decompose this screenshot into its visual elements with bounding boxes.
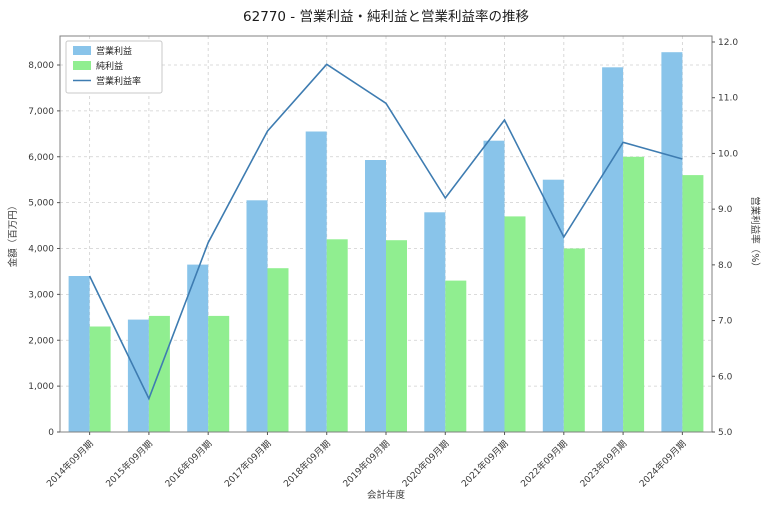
bar [424, 212, 446, 432]
left-tick-label: 7,000 [28, 107, 54, 117]
bar [445, 280, 467, 432]
bar [682, 175, 704, 432]
right-axis-label: 営業利益率（%） [749, 196, 761, 272]
bar [602, 67, 624, 433]
legend-swatch [73, 61, 91, 70]
x-tick-label: 2019年09月期 [340, 438, 392, 490]
x-tick-label: 2020年09月期 [400, 438, 452, 490]
x-tick-label: 2018年09月期 [281, 438, 333, 490]
bar [68, 276, 90, 432]
bar [305, 131, 327, 432]
bar [267, 268, 289, 432]
x-tick-label: 2016年09月期 [162, 438, 214, 490]
bar [326, 239, 348, 432]
x-tick-label: 2017年09月期 [222, 438, 274, 490]
axis-ticks [57, 41, 715, 435]
bar [661, 52, 683, 432]
left-axis-label: 金額（百万円） [7, 201, 19, 268]
x-tick-label: 2014年09月期 [44, 438, 96, 490]
left-tick-label: 2,000 [28, 336, 54, 346]
bars-net-profit [89, 156, 704, 433]
bar [187, 264, 209, 432]
bar [246, 200, 268, 432]
x-tick-label: 2022年09月期 [518, 438, 570, 490]
bar [365, 160, 386, 432]
right-tick-label: 11.0 [718, 94, 738, 104]
bar [563, 248, 585, 432]
x-tick-label: 2023年09月期 [577, 438, 629, 490]
left-tick-label: 8,000 [28, 61, 54, 71]
operating-margin-line [88, 63, 683, 401]
legend-swatch [73, 46, 91, 55]
legend-label: 純利益 [96, 60, 123, 72]
right-tick-label: 8.0 [718, 261, 733, 271]
right-tick-label: 9.0 [718, 205, 733, 215]
right-tick-label: 10.0 [718, 149, 738, 159]
right-tick-label: 12.0 [718, 38, 738, 48]
right-tick-label: 5.0 [718, 428, 733, 438]
bar [89, 326, 111, 432]
right-tick-label: 6.0 [718, 372, 733, 382]
bar [208, 315, 230, 432]
x-tick-label: 2021年09月期 [459, 438, 511, 490]
bar [542, 179, 564, 432]
left-tick-label: 0 [48, 428, 54, 438]
bar [148, 315, 170, 432]
right-tick-label: 7.0 [718, 317, 733, 327]
legend-label: 営業利益 [96, 45, 132, 57]
x-tick-label: 2024年09月期 [637, 438, 689, 490]
left-tick-label: 5,000 [28, 199, 54, 209]
left-tick-label: 1,000 [28, 382, 54, 392]
left-tick-label: 3,000 [28, 290, 54, 300]
bar [483, 140, 505, 432]
left-tick-label: 6,000 [28, 153, 54, 163]
x-tick-label: 2015年09月期 [103, 438, 155, 490]
left-tick-label: 4,000 [28, 245, 54, 255]
bar [386, 240, 407, 432]
chart-title: 62770 - 営業利益・純利益と営業利益率の推移 [243, 8, 529, 25]
x-axis-label: 会計年度 [367, 489, 406, 501]
legend-label: 営業利益率 [96, 75, 141, 87]
bar [504, 216, 526, 432]
bars-operating-profit [68, 52, 683, 433]
bar [623, 156, 645, 433]
